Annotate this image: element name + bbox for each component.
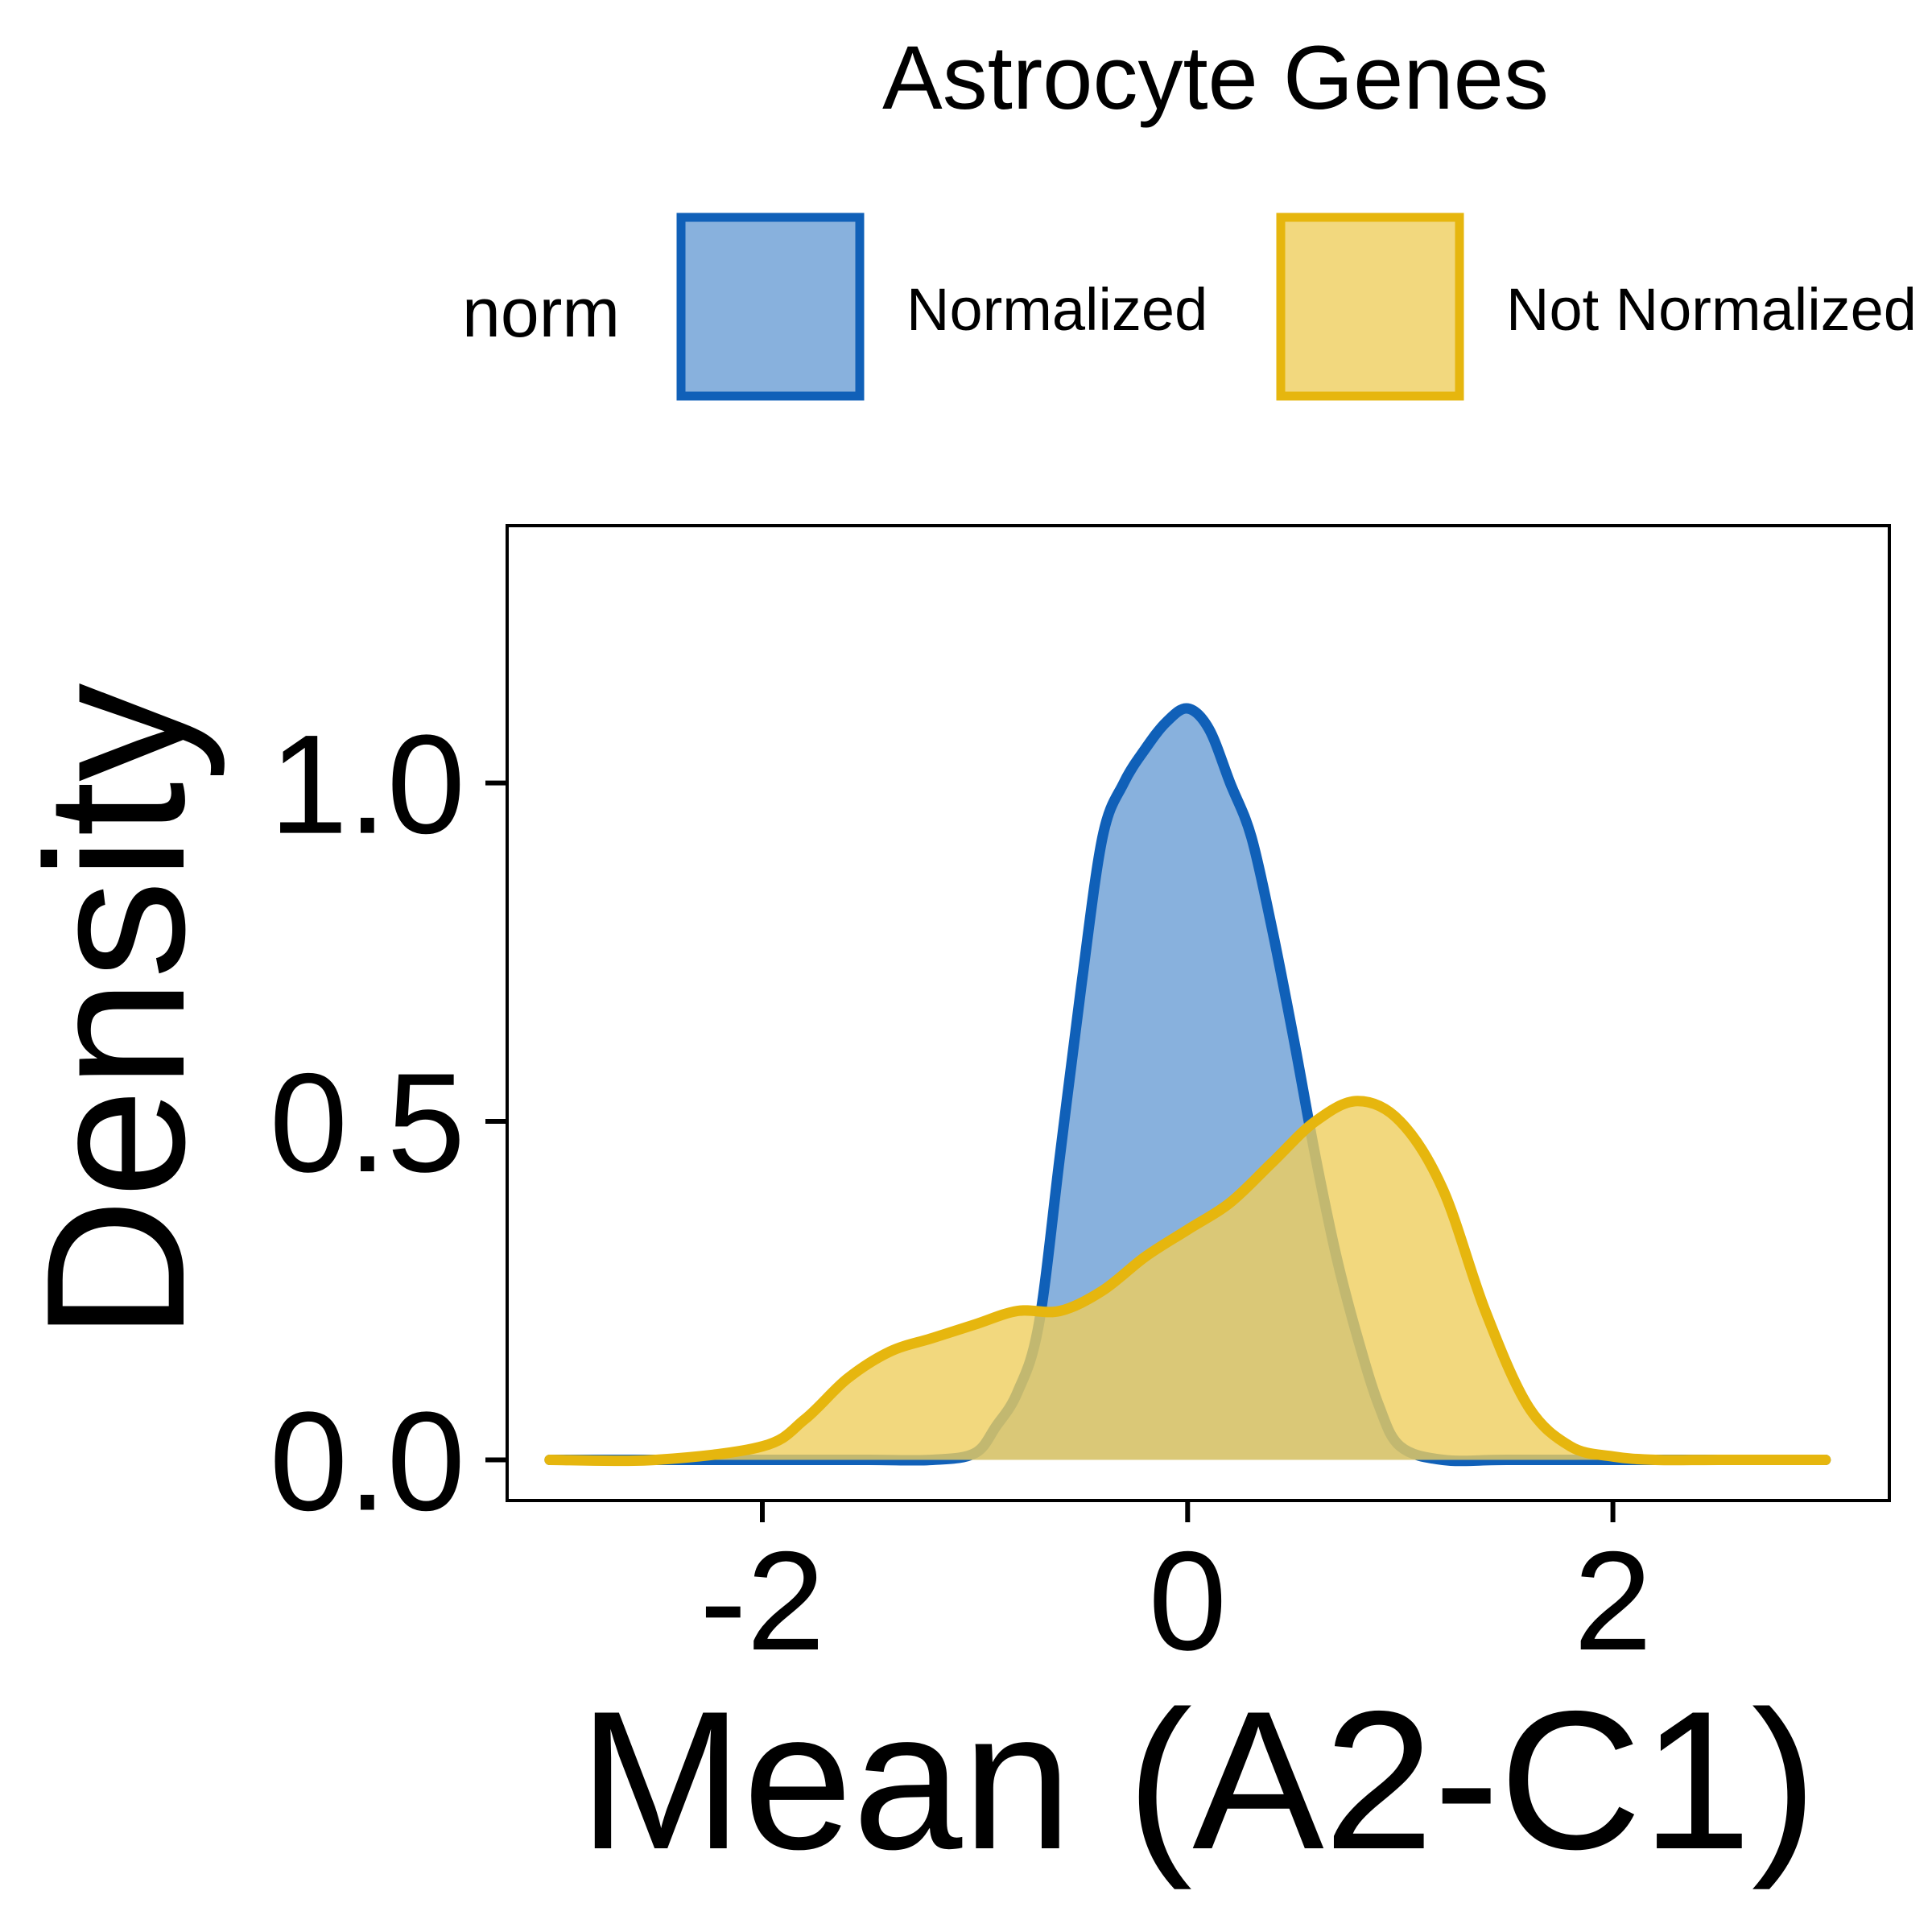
density-area-normalized xyxy=(549,708,1826,1461)
legend: norm Normalized Not Normalized xyxy=(462,213,1917,401)
y-tick-label: 0.0 xyxy=(270,1384,465,1541)
legend-title: norm xyxy=(462,275,620,352)
plot-frame xyxy=(506,524,1891,1502)
chart-title: Astrocyte Genes xyxy=(882,27,1549,128)
x-axis: -2 0 2 xyxy=(700,1501,1652,1680)
y-tick-label: 0.5 xyxy=(270,1045,465,1202)
x-tick-label: -2 xyxy=(700,1523,825,1680)
legend-label-not-normalized: Not Normalized xyxy=(1506,276,1917,343)
x-axis-title: Mean (A2-C1) xyxy=(579,1670,1818,1890)
x-tick-label: 0 xyxy=(1149,1523,1227,1680)
y-tick-label: 1.0 xyxy=(270,707,465,864)
y-axis: 0.0 0.5 1.0 xyxy=(270,707,507,1541)
y-axis-title: Density xyxy=(5,683,225,1340)
density-line-not-normalized xyxy=(544,1096,1831,1467)
legend-label-normalized: Normalized xyxy=(906,276,1208,343)
legend-key-normalized xyxy=(676,213,865,401)
legend-key-not-normalized xyxy=(1276,213,1464,401)
series-layer xyxy=(544,703,1831,1467)
x-tick-label: 2 xyxy=(1574,1523,1652,1680)
